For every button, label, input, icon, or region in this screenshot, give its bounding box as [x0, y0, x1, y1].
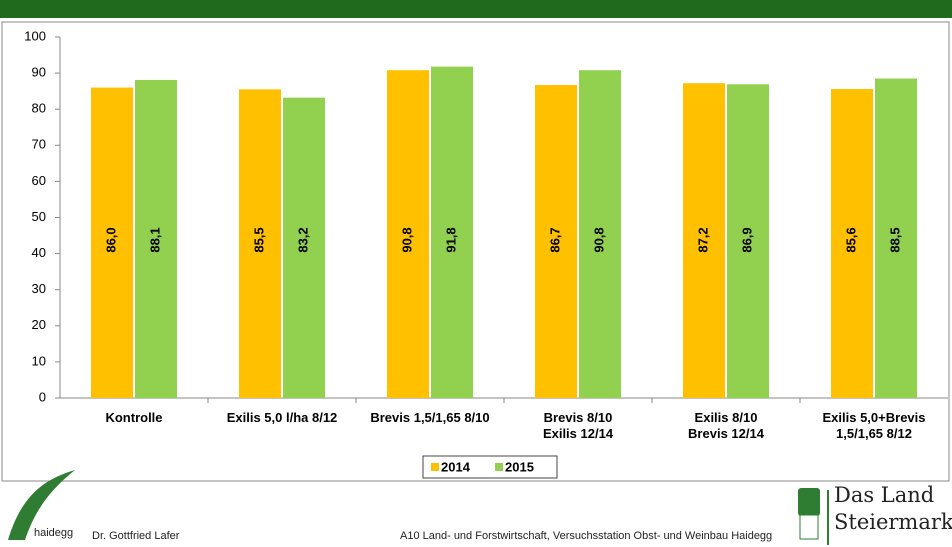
y-tick-label: 10: [32, 353, 46, 368]
chart-frame: [1, 21, 950, 482]
brand-line: Das Land: [834, 483, 935, 507]
y-tick-label: 80: [32, 101, 46, 116]
legend-frame: [422, 455, 558, 479]
value-label: 88,5: [887, 227, 902, 252]
bar: [579, 70, 621, 398]
value-label: 91,8: [443, 227, 458, 252]
legend-swatch: [495, 463, 503, 471]
bar: [387, 70, 429, 398]
value-label: 86,0: [103, 227, 118, 252]
y-tick-label: 0: [39, 389, 46, 404]
value-label: 90,8: [399, 227, 414, 252]
legend-swatch: [431, 463, 439, 471]
logo-text: haidegg: [34, 527, 74, 539]
x-tick-label: Kontrolle: [105, 410, 163, 425]
legend-label: 2014: [441, 459, 471, 474]
y-tick-label: 50: [32, 209, 46, 224]
bar: [727, 84, 769, 398]
x-tick-label: Exilis 8/10 Brevis 12/14: [688, 410, 764, 441]
y-tick-label: 100: [24, 28, 46, 43]
bar: [875, 78, 917, 398]
y-tick-label: 20: [32, 317, 46, 332]
value-label: 90,8: [591, 227, 606, 252]
x-tick-label: Exilis 5,0+Brevis 1,5/1,65 8/12: [822, 410, 926, 441]
crest: [798, 488, 820, 516]
value-label: 86,9: [739, 227, 754, 252]
y-tick-label: 70: [32, 137, 46, 152]
legend-label: 2015: [505, 459, 534, 474]
x-tick-label: Brevis 8/10 Exilis 12/14: [542, 410, 614, 441]
bar: [431, 66, 473, 399]
y-tick-label: 60: [32, 173, 46, 188]
value-label: 86,7: [547, 227, 562, 252]
author: Dr. Gottfried Lafer: [92, 530, 180, 542]
bar: [535, 85, 577, 398]
y-tick-label: 40: [32, 245, 46, 260]
bar: [683, 83, 725, 398]
bar: [135, 79, 177, 399]
brand-line: Steiermark: [834, 510, 952, 534]
institution: A10 Land- und Forstwirtschaft, Versuchss…: [400, 530, 773, 542]
logo-leaf: [8, 470, 75, 540]
bar: [239, 89, 281, 398]
bar: [91, 87, 133, 398]
x-tick-label: Exilis 5,0 l/ha 8/12: [226, 410, 338, 425]
y-tick-label: 30: [32, 281, 46, 296]
value-label: 87,2: [695, 227, 710, 252]
crest-base: [799, 514, 819, 540]
x-tick-label: Brevis 1,5/1,65 8/10: [370, 410, 490, 425]
bar: [831, 88, 873, 398]
value-label: 85,5: [251, 227, 266, 252]
value-label: 85,6: [843, 227, 858, 252]
y-tick-label: 90: [32, 65, 46, 80]
header-bar: [0, 0, 952, 18]
value-label: 83,2: [295, 227, 310, 252]
value-label: 88,1: [147, 227, 162, 252]
bar: [283, 97, 325, 398]
